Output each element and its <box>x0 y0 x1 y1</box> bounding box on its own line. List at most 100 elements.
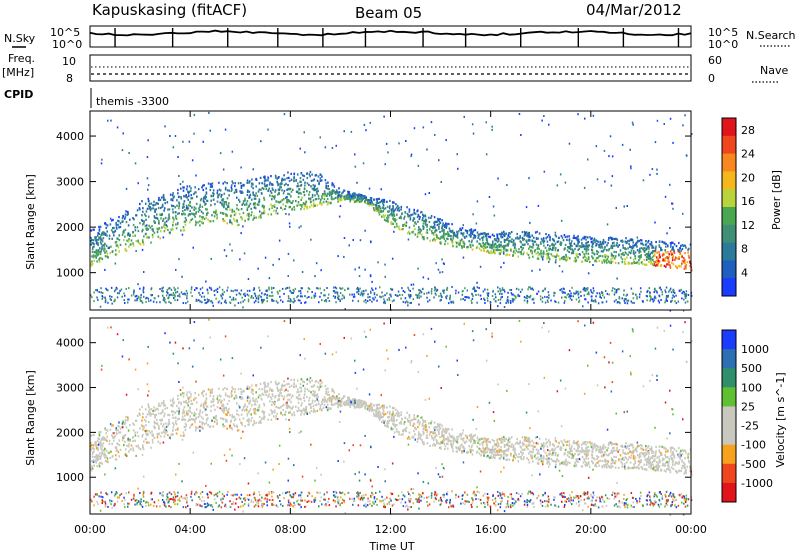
velocity-echo-cell <box>210 409 212 412</box>
velocity-echo-cell <box>150 413 152 416</box>
velocity-echo-cell <box>652 451 655 454</box>
velocity-echo-cell <box>469 437 472 440</box>
power-ground-cell <box>684 301 687 304</box>
power-colorbar-tick: 28 <box>741 124 755 137</box>
power-echo-cell <box>468 229 471 232</box>
power-speckle <box>410 153 413 156</box>
power-echo-cell <box>132 242 134 245</box>
power-speckle <box>127 232 129 235</box>
power-ground-cell <box>349 293 351 296</box>
power-echo-cell <box>151 233 154 236</box>
velocity-echo-cell <box>182 395 185 398</box>
power-echo-cell <box>441 227 443 230</box>
velocity-echo-cell <box>682 449 685 453</box>
power-echo-cell <box>469 232 472 235</box>
power-ground-cell <box>222 293 224 296</box>
power-echo-cell <box>649 256 651 259</box>
velocity-echo-cell <box>417 419 420 422</box>
power-ground-cell <box>287 295 290 298</box>
power-echo-cell <box>642 247 645 250</box>
power-speckle <box>488 196 491 198</box>
power-speckle <box>632 123 634 126</box>
power-ground-cell <box>525 297 527 299</box>
power-echo-cell <box>286 198 288 201</box>
power-echo-cell <box>383 207 385 211</box>
power-echo-cell <box>390 213 392 216</box>
power-ground-cell <box>592 299 594 302</box>
power-echo-cell <box>293 176 295 179</box>
power-ground-cell <box>140 296 142 299</box>
power-speckle <box>606 223 609 226</box>
power-ground-cell <box>152 300 155 303</box>
power-echo-cell <box>164 227 167 230</box>
power-echo-cell <box>598 243 600 246</box>
power-echo-cell <box>184 223 187 226</box>
power-echo-cell <box>383 200 386 204</box>
power-speckle <box>267 128 269 131</box>
power-ground-cell <box>536 292 538 295</box>
power-echo-cell <box>509 235 511 239</box>
power-ground-cell <box>547 301 549 303</box>
velocity-echo-cell <box>254 403 257 406</box>
power-echo-cell <box>151 225 153 228</box>
power-echo-cell <box>674 256 677 259</box>
power-speckle <box>352 239 354 241</box>
power-echo-cell <box>252 183 254 186</box>
power-echo-cell <box>222 182 224 185</box>
power-echo-cell <box>167 217 170 220</box>
velocity-echo-cell <box>632 451 635 454</box>
power-ground-cell <box>216 287 219 290</box>
power-echo-cell <box>295 178 297 182</box>
velocity-echo-cell <box>658 455 660 458</box>
power-echo-cell <box>379 210 381 213</box>
power-echo-cell <box>430 225 433 228</box>
power-echo-cell <box>238 198 240 201</box>
power-echo-cell <box>212 220 215 223</box>
power-echo-cell <box>604 258 607 261</box>
power-echo-cell <box>229 208 231 211</box>
power-echo-cell <box>658 245 661 248</box>
power-echo-cell <box>557 236 560 239</box>
power-echo-cell <box>229 219 231 222</box>
power-echo-cell <box>503 248 505 251</box>
power-ground-cell <box>616 301 619 304</box>
power-ground-cell <box>455 292 457 295</box>
power-echo-cell <box>408 210 411 213</box>
power-ground-cell <box>372 297 374 300</box>
power-echo-cell <box>96 250 99 253</box>
velocity-echo-cell <box>671 458 674 461</box>
power-echo-cell <box>116 227 118 230</box>
power-echo-cell <box>481 239 484 242</box>
power-echo-cell <box>597 240 599 243</box>
power-echo-cell <box>568 238 571 241</box>
power-echo-cell <box>421 236 424 239</box>
power-echo-cell <box>682 257 685 260</box>
power-echo-cell <box>563 234 566 237</box>
power-ground-cell <box>383 300 386 303</box>
velocity-echo-cell <box>480 454 482 457</box>
power-echo-cell <box>258 198 261 201</box>
power-echo-cell <box>246 214 248 217</box>
power-ground-cell <box>265 289 267 292</box>
power-echo-cell <box>479 232 482 235</box>
power-echo-cell <box>517 255 520 258</box>
power-echo-cell <box>636 261 639 264</box>
power-echo-cell <box>128 245 130 248</box>
power-speckle <box>384 163 386 166</box>
power-speckle <box>212 304 214 307</box>
power-speckle <box>100 162 103 165</box>
power-echo-cell <box>424 223 427 226</box>
power-echo-cell <box>285 182 287 185</box>
power-echo-cell <box>217 196 219 199</box>
power-ground-cell <box>244 292 246 295</box>
velocity-echo-cell <box>452 442 454 445</box>
power-echo-cell <box>628 242 630 245</box>
power-echo-cell <box>94 236 96 239</box>
power-ground-cell <box>570 295 572 297</box>
power-echo-cell <box>575 255 578 258</box>
power-echo-cell <box>148 207 151 210</box>
power-speckle <box>654 141 657 144</box>
power-echo-cell <box>193 206 196 209</box>
velocity-echo-cell <box>359 406 361 409</box>
velocity-echo-cell <box>224 387 226 390</box>
